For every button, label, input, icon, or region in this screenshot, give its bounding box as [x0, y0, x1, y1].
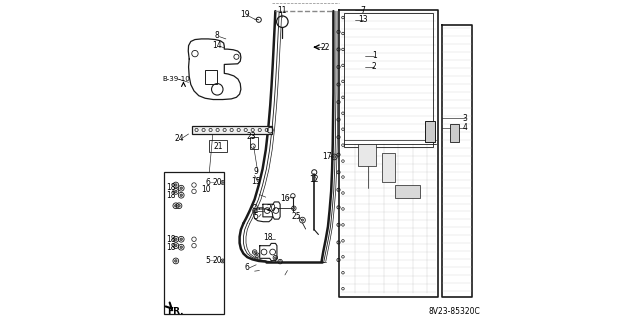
Bar — [358, 144, 376, 166]
Bar — [395, 185, 420, 198]
Text: 13: 13 — [358, 15, 368, 24]
Text: 20: 20 — [266, 204, 276, 213]
Circle shape — [180, 238, 182, 241]
Bar — [209, 140, 227, 152]
Circle shape — [175, 238, 177, 241]
Text: B-39-10: B-39-10 — [162, 76, 189, 82]
Text: 11: 11 — [277, 6, 287, 15]
Text: FR.: FR. — [168, 307, 184, 316]
Text: 16: 16 — [280, 194, 290, 203]
Circle shape — [293, 207, 295, 209]
Text: 6: 6 — [244, 263, 249, 272]
Text: 4: 4 — [463, 123, 468, 132]
Circle shape — [175, 204, 177, 207]
Text: 19: 19 — [240, 10, 250, 19]
Circle shape — [180, 194, 182, 197]
Circle shape — [275, 257, 276, 259]
Text: 12: 12 — [310, 175, 319, 184]
Text: 20: 20 — [212, 178, 222, 187]
Text: 25: 25 — [291, 212, 301, 221]
Circle shape — [178, 204, 180, 207]
Circle shape — [222, 182, 223, 183]
Bar — [344, 13, 433, 147]
Text: 18: 18 — [166, 235, 175, 244]
Circle shape — [175, 244, 177, 247]
Circle shape — [253, 251, 255, 253]
Text: 18: 18 — [264, 233, 273, 242]
Circle shape — [222, 260, 223, 262]
Text: 23: 23 — [246, 132, 256, 141]
Text: 18: 18 — [166, 191, 175, 200]
Text: 5: 5 — [254, 212, 259, 221]
Text: 8V23-85320C: 8V23-85320C — [428, 307, 480, 315]
Text: 21: 21 — [213, 142, 223, 151]
Circle shape — [256, 254, 258, 256]
Circle shape — [279, 261, 281, 263]
Text: 14: 14 — [212, 41, 222, 50]
Bar — [382, 153, 395, 182]
Text: 18: 18 — [166, 183, 175, 192]
Circle shape — [175, 260, 177, 262]
Text: 3: 3 — [463, 114, 468, 122]
Text: 15: 15 — [251, 177, 260, 186]
Text: 18: 18 — [166, 243, 175, 252]
Text: 5: 5 — [205, 256, 210, 265]
Text: 9: 9 — [253, 167, 258, 176]
Circle shape — [180, 246, 182, 249]
Text: 6: 6 — [205, 178, 210, 187]
Text: —: — — [209, 180, 215, 185]
Text: —: — — [209, 258, 215, 263]
Bar — [425, 121, 435, 142]
Circle shape — [175, 184, 177, 186]
Bar — [450, 124, 459, 142]
Circle shape — [175, 190, 177, 193]
Bar — [205, 70, 217, 84]
Bar — [164, 172, 224, 314]
Circle shape — [301, 219, 303, 221]
Bar — [192, 126, 271, 134]
Bar — [250, 137, 258, 149]
Text: 2: 2 — [372, 63, 376, 71]
Text: 1: 1 — [372, 51, 376, 60]
Text: 10: 10 — [201, 185, 211, 194]
Text: 24: 24 — [175, 134, 184, 143]
Text: 22: 22 — [321, 43, 330, 52]
Circle shape — [333, 156, 335, 158]
Text: 17: 17 — [322, 152, 332, 161]
Circle shape — [180, 187, 182, 189]
Text: 20: 20 — [212, 256, 222, 265]
Text: 8: 8 — [215, 31, 220, 40]
Text: 7: 7 — [360, 6, 365, 15]
